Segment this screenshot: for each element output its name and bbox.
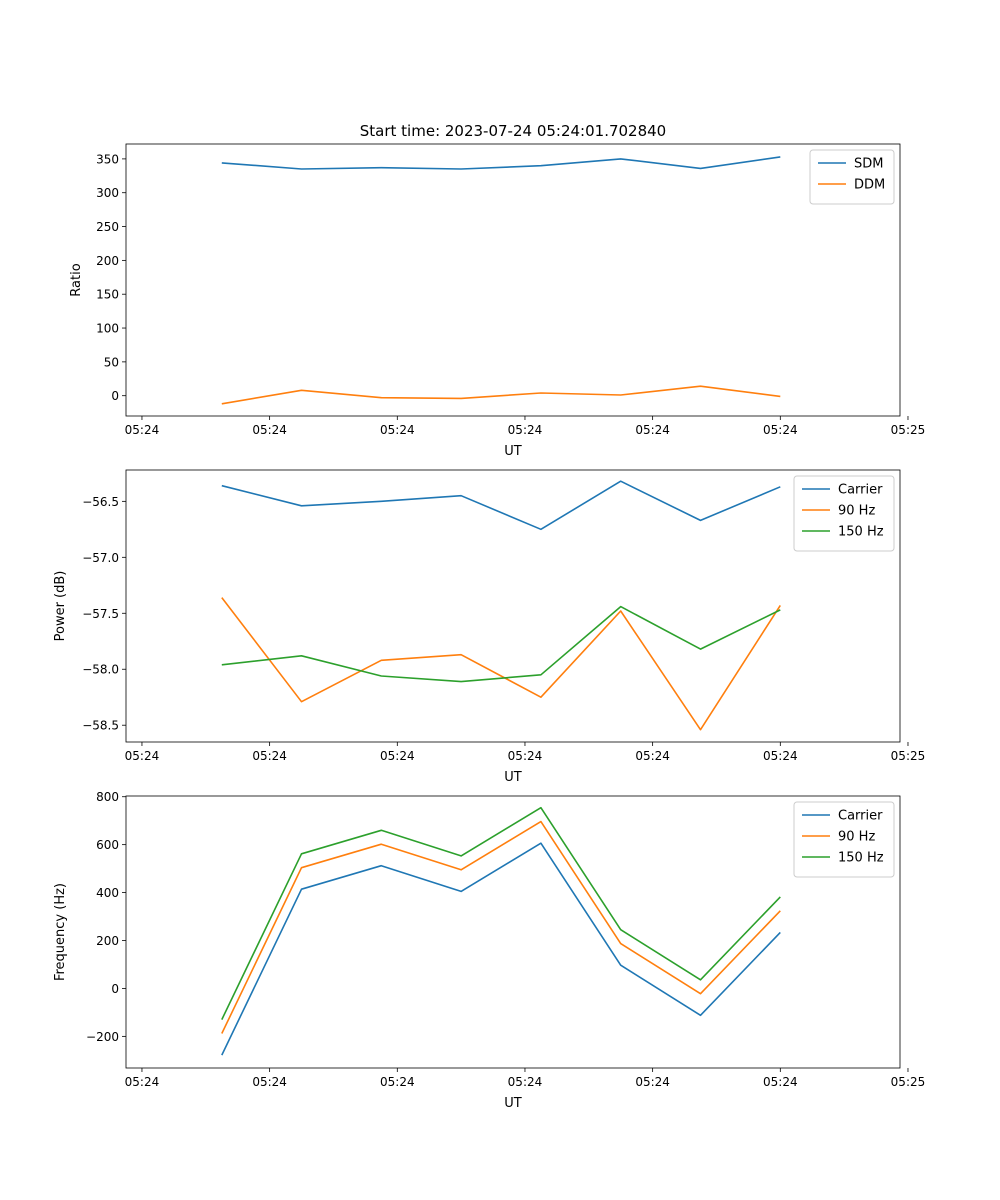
y-tick-label: −57.0 — [82, 551, 119, 565]
legend-box — [793, 475, 895, 552]
series-line-90-hz — [221, 597, 781, 731]
panel-3: 05:24 05:24 05:24 05:24 05:24 05:24 05:25 −200 0… — [53, 790, 925, 1111]
series-line-90-hz — [221, 820, 781, 1034]
x-tick-label: 05:24 — [508, 423, 543, 437]
legend: Carrier 90 Hz 150 Hz — [793, 475, 895, 552]
x-tick-label: 05:24 — [763, 1075, 798, 1089]
x-axis-label: UT — [504, 1096, 522, 1111]
legend-label: Carrier — [838, 483, 883, 498]
panel-1: 05:24 05:24 05:24 05:24 05:24 05:24 05:25 0 50 10… — [69, 143, 926, 459]
y-axis-label: Frequency (Hz) — [53, 883, 68, 981]
x-tick-label: 05:24 — [252, 423, 287, 437]
series-line-carrier — [221, 480, 781, 531]
axes-frame — [125, 143, 901, 417]
axes-frame — [125, 795, 901, 1069]
y-tick-label: 200 — [96, 254, 119, 268]
x-tick-label: 05:25 — [891, 749, 926, 763]
x-tick-label: 05:24 — [635, 423, 670, 437]
y-tick-label: 400 — [96, 886, 119, 900]
x-tick-label: 05:24 — [763, 749, 798, 763]
x-axis-label: UT — [504, 770, 522, 785]
y-tick-label: −200 — [86, 1030, 119, 1044]
x-tick-label: 05:24 — [380, 749, 415, 763]
series-line-carrier — [221, 842, 781, 1056]
y-axis-label: Power (dB) — [53, 571, 68, 642]
series-line-150-hz — [221, 605, 781, 683]
y-tick-label: 300 — [96, 186, 119, 200]
x-tick-label: 05:25 — [891, 423, 926, 437]
y-tick-label: 350 — [96, 152, 119, 166]
legend-label: SDM — [854, 157, 883, 172]
series-line-sdm — [221, 156, 781, 170]
y-tick-label: 600 — [96, 838, 119, 852]
x-tick-label: 05:24 — [508, 1075, 543, 1089]
legend-label: 150 Hz — [838, 851, 884, 866]
axes-frame — [125, 469, 901, 743]
x-tick-label: 05:24 — [252, 749, 287, 763]
x-tick-label: 05:24 — [125, 1075, 160, 1089]
x-tick-label: 05:24 — [635, 1075, 670, 1089]
legend: SDM DDM — [809, 149, 895, 205]
y-tick-label: 0 — [111, 389, 119, 403]
chart-title: Start time: 2023-07-24 05:24:01.702840 — [360, 122, 666, 140]
x-tick-label: 05:24 — [380, 423, 415, 437]
x-tick-label: 05:24 — [125, 423, 160, 437]
y-tick-label: 200 — [96, 934, 119, 948]
y-tick-label: 100 — [96, 322, 119, 336]
y-tick-label: −58.5 — [82, 719, 119, 733]
legend-label: Carrier — [838, 809, 883, 824]
legend-label: 90 Hz — [838, 504, 875, 519]
x-tick-label: 05:24 — [125, 749, 160, 763]
x-tick-label: 05:25 — [891, 1075, 926, 1089]
x-tick-label: 05:24 — [763, 423, 798, 437]
y-tick-label: −57.5 — [82, 607, 119, 621]
panel-2: 05:24 05:24 05:24 05:24 05:24 05:24 05:25 −58.5… — [53, 469, 926, 785]
legend: Carrier 90 Hz 150 Hz — [793, 801, 895, 878]
legend-label: 90 Hz — [838, 830, 875, 845]
series-line-150-hz — [221, 806, 781, 1020]
y-tick-label: 0 — [111, 982, 119, 996]
legend-box — [793, 801, 895, 878]
y-tick-label: −56.5 — [82, 495, 119, 509]
legend-label: 150 Hz — [838, 525, 884, 540]
y-axis-label: Ratio — [69, 263, 84, 296]
x-tick-label: 05:24 — [635, 749, 670, 763]
legend-label: DDM — [854, 178, 885, 193]
x-tick-label: 05:24 — [252, 1075, 287, 1089]
y-tick-label: 250 — [96, 220, 119, 234]
series-line-ddm — [221, 385, 781, 405]
y-tick-label: −58.0 — [82, 663, 119, 677]
y-tick-label: 50 — [104, 355, 119, 369]
y-tick-label: 150 — [96, 288, 119, 302]
x-tick-label: 05:24 — [380, 1075, 415, 1089]
x-tick-label: 05:24 — [508, 749, 543, 763]
x-axis-label: UT — [504, 444, 522, 459]
y-tick-label: 800 — [96, 790, 119, 804]
